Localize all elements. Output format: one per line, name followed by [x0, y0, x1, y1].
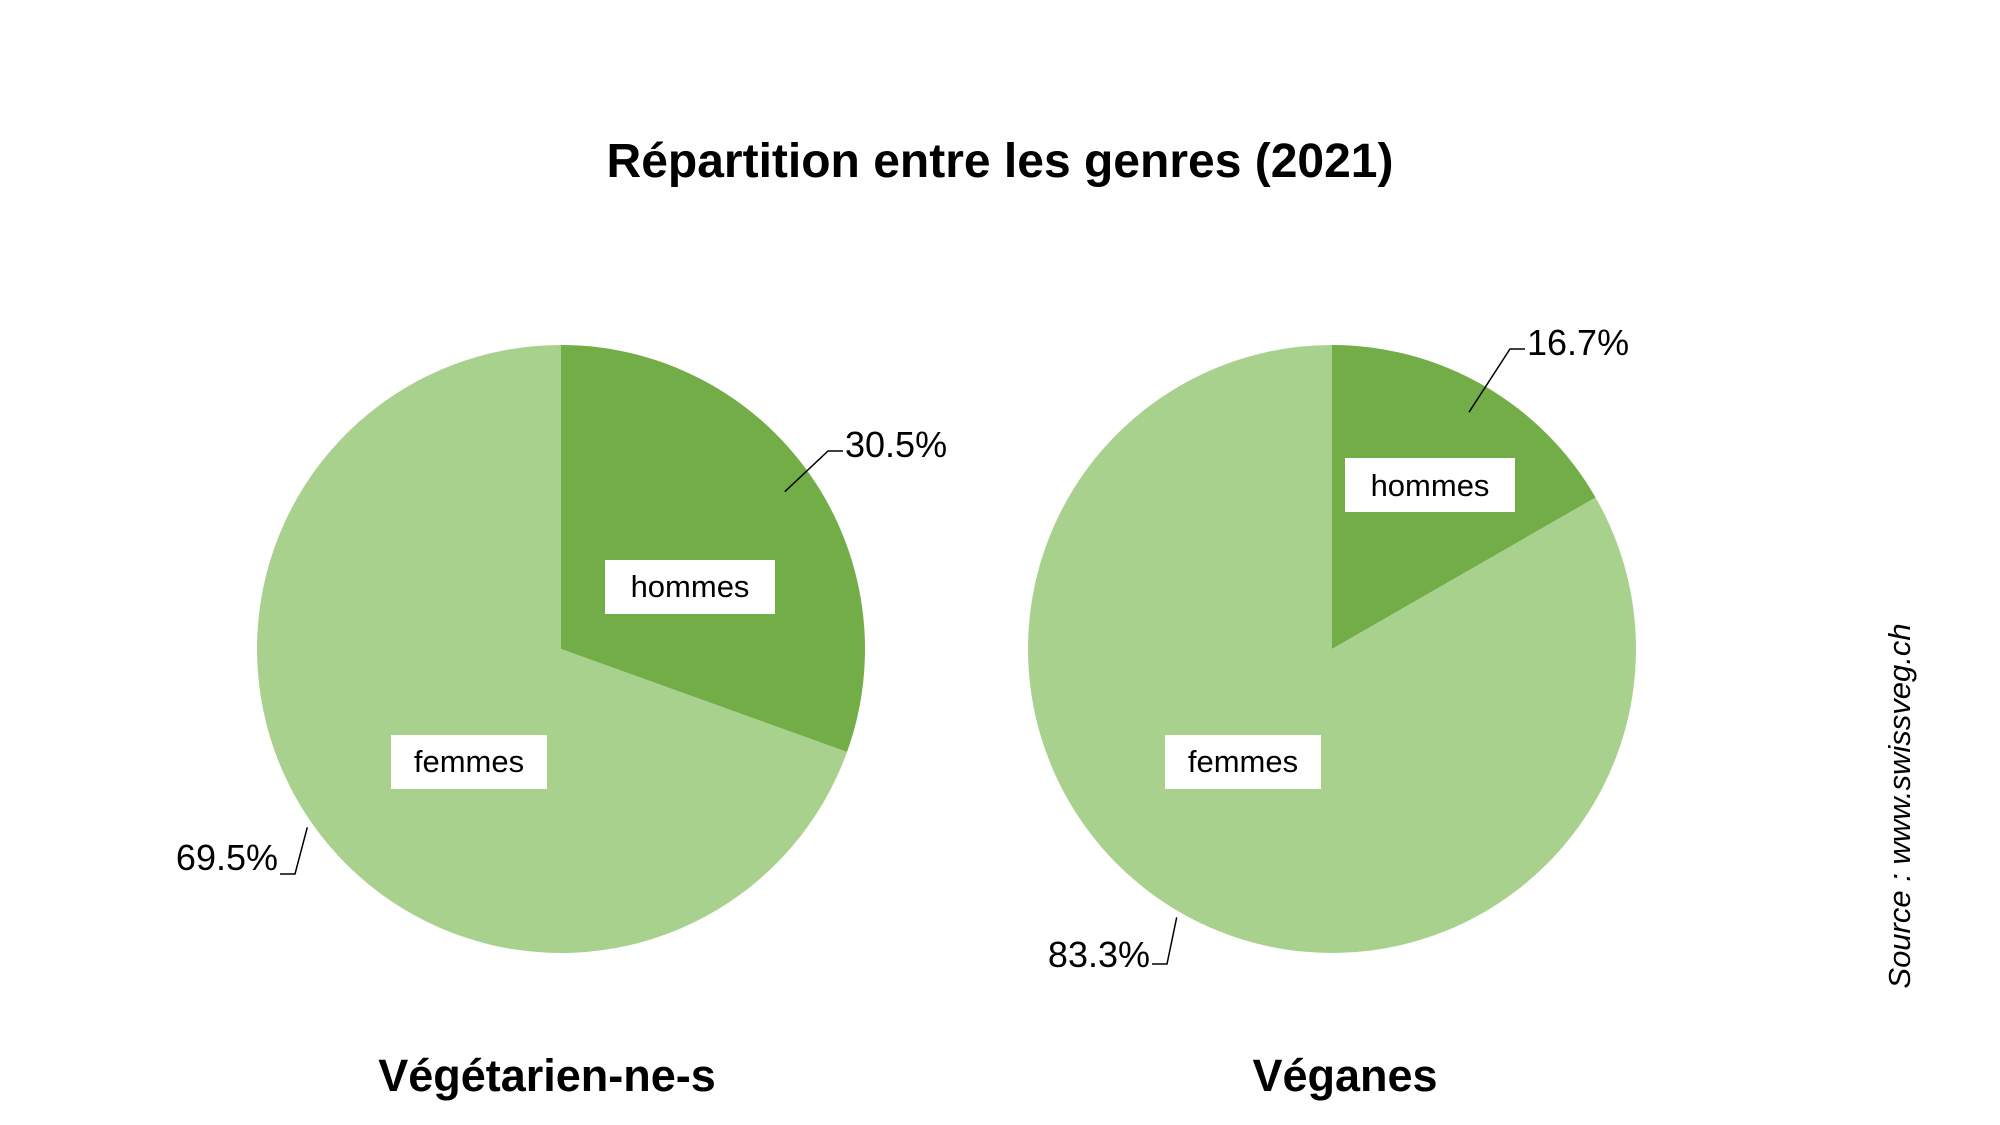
pie-chart-vegetarien: 30.5% 69.5% hommes femmes Végétarien-ne-… [176, 345, 947, 1101]
pie0-cat-femmes: femmes [414, 744, 524, 779]
chart-title: Répartition entre les genres (2021) [607, 135, 1394, 188]
pie1-catbox-femmes [1165, 735, 1321, 789]
pie1-leader-femmes [1152, 917, 1178, 965]
pie0-catbox-hommes [605, 560, 775, 614]
pie-chart-veganes: 16.7% 83.3% hommes femmes Véganes [1028, 322, 1637, 1101]
pie0-slice-hommes [561, 345, 866, 752]
pie1-subtitle: Véganes [1252, 1050, 1437, 1101]
pie0-pct-hommes: 30.5% [845, 424, 947, 465]
pie1-cat-hommes: hommes [1371, 468, 1490, 503]
pie1-pct-femmes: 83.3% [1048, 934, 1150, 975]
pie0-leader-hommes [784, 450, 843, 493]
pie0-slice-femmes [257, 345, 848, 953]
pie0-subtitle: Végétarien-ne-s [378, 1050, 716, 1101]
pie0-cat-hommes: hommes [631, 569, 750, 604]
pie1-slice-femmes [1028, 345, 1637, 953]
pie1-catbox-hommes [1345, 458, 1515, 512]
pie0-leader-femmes [280, 827, 309, 875]
pie1-pct-hommes: 16.7% [1527, 322, 1629, 363]
pie0-catbox-femmes [391, 735, 547, 789]
source-note: Source : www.swissveg.ch [1882, 623, 1917, 988]
pie1-leader-hommes [1468, 348, 1525, 413]
pie1-cat-femmes: femmes [1188, 744, 1298, 779]
pie0-pct-femmes: 69.5% [176, 837, 278, 878]
